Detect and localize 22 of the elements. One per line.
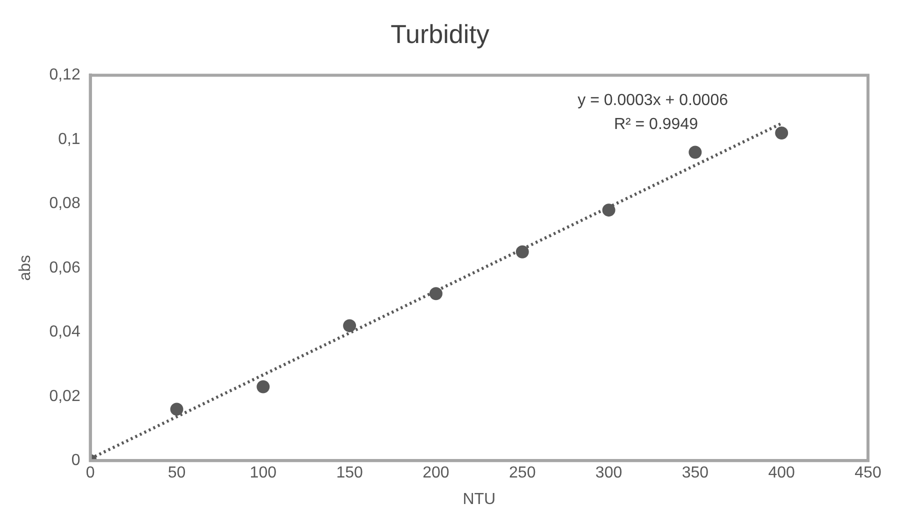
y-tick-label: 0,1 <box>58 130 80 148</box>
annotation: y = 0.0003x + 0.0006 <box>578 92 728 110</box>
annotation: R² = 0.9949 <box>614 116 698 134</box>
chart-title: Turbidity <box>390 18 490 49</box>
x-tick-label: 450 <box>854 464 882 482</box>
y-axis-title: abs <box>17 255 34 281</box>
y-tick-label: 0,12 <box>49 66 80 84</box>
y-tick-label: 0,08 <box>49 195 80 212</box>
x-tick-label: 200 <box>422 464 450 482</box>
y-tick-label: 0,06 <box>49 259 80 276</box>
x-tick-label: 0 <box>86 464 95 482</box>
x-tick-label: 400 <box>768 464 796 482</box>
y-tick-label: 0,04 <box>49 324 80 341</box>
x-tick-label: 50 <box>168 464 186 482</box>
y-tick-label: 0 <box>71 452 80 470</box>
y-tick-label: 0,02 <box>49 388 80 405</box>
x-tick-label: 300 <box>595 464 622 482</box>
x-tick-label: 350 <box>682 464 709 482</box>
x-tick-label: 250 <box>509 464 536 482</box>
x-tick-label: 100 <box>250 464 277 482</box>
x-axis-title: NTU <box>462 490 496 508</box>
x-tick-label: 150 <box>336 464 364 482</box>
